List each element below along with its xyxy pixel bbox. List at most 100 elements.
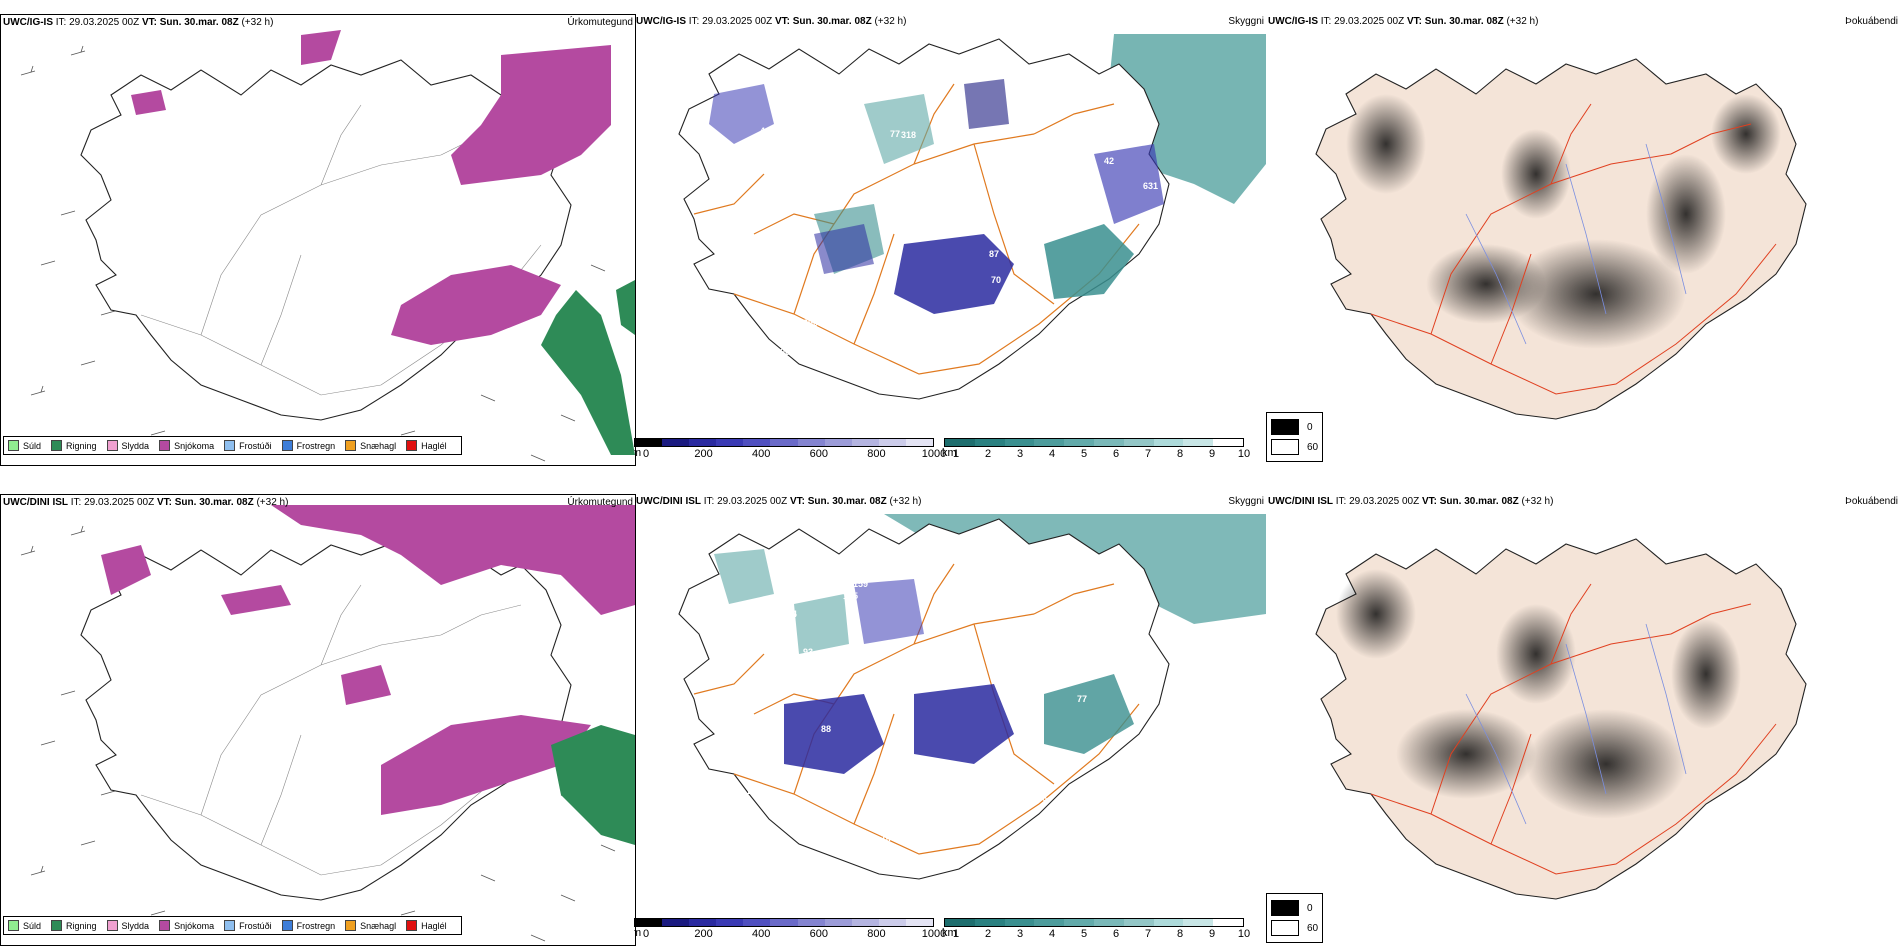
cloudbase-unit: m (634, 447, 642, 459)
colorbar-tick: 1000 (921, 448, 947, 460)
cloud-base-label: 70 (936, 358, 946, 368)
colorbar-cell (878, 439, 906, 446)
cloud-base-label: 105 (844, 793, 859, 803)
cloud-base-label: 316 (969, 573, 984, 583)
cloud-base-label: 20 (1020, 645, 1030, 655)
colorbar-cell (1213, 919, 1243, 926)
colorbar-cell (945, 919, 975, 926)
cloudbase-colorbar-row1: 0 200 400 600 800 1000 m (634, 438, 946, 460)
legend-swatch (8, 920, 19, 931)
colorbar-cell (770, 439, 798, 446)
colorbar-cell (662, 439, 690, 446)
cloud-base-label: 93 (803, 647, 813, 657)
legend-item-rigning: Rigning (51, 920, 97, 931)
rivers (1465, 623, 1687, 825)
cloud-base-label: 147 (881, 833, 896, 843)
legend-swatch (224, 920, 236, 931)
cloud-base-label: 29 (814, 130, 824, 140)
colorbar-cell (1123, 439, 1154, 446)
cloud-base-label: 87 (989, 249, 999, 259)
colorbar-cell (1093, 439, 1124, 446)
precip-panel-row2: UWC/DINI ISL IT: 29.03.2025 00Z VT: Sun.… (0, 494, 636, 946)
colorbar-tick: 5 (1080, 928, 1088, 940)
fog-legend-swatch (1271, 419, 1299, 435)
cloud-base-label: 647 (1104, 116, 1119, 126)
cloudbase-colorbar-row2: 0 200 400 600 800 1000 m (634, 918, 946, 940)
cloud-base-label: 77 (1077, 694, 1087, 704)
colorbar-cell (1183, 919, 1214, 926)
legend-swatch (106, 920, 118, 931)
colorbar-cell (635, 919, 663, 926)
colorbar-cell (635, 439, 663, 446)
legend-item-snaehagl: Snæhagl (345, 920, 396, 931)
precip-legend-row1: Súld Rigning Slydda Snjókoma Frostúði Fr… (3, 436, 462, 455)
cloud-base-label: 196 (1088, 669, 1103, 679)
colorbar-cell (945, 439, 975, 446)
colorbar-cell (1034, 439, 1065, 446)
colorbar-cell (689, 439, 717, 446)
colorbar-tick: 9 (1208, 448, 1216, 460)
cloud-base-label: 33 (892, 189, 902, 199)
cloudbase-ticks: 0 200 400 600 800 1000 (634, 448, 946, 460)
cloud-base-label: 327 (1077, 781, 1092, 791)
snow-areas (101, 505, 635, 815)
fog-title-row2: UWC/DINI ISL IT: 29.03.2025 00Z VT: Sun.… (1268, 496, 1554, 507)
cloud-base-label: 637 (754, 190, 769, 200)
colorbar-tick: 0 (642, 448, 650, 460)
low-cloud-areas (709, 79, 1164, 314)
colorbar-tick: 600 (809, 448, 828, 460)
cloud-base-label: 149 (1024, 678, 1039, 688)
precip-legend-row2: Súld Rigning Slydda Snjókoma Frostúði Fr… (3, 916, 462, 935)
colorbar-cell (824, 919, 852, 926)
colorbar-tick: 10 (1237, 448, 1251, 460)
colorbar-tick: 7 (1144, 448, 1152, 460)
colorbar-cell (689, 919, 717, 926)
colorbar-cell (1153, 919, 1184, 926)
colorbar-cell (716, 919, 744, 926)
visibility-colorbar-row2: 1 2 3 4 5 6 7 8 9 10 km (942, 918, 1250, 940)
legend-item-snaehagl: Snæhagl (345, 440, 396, 451)
colorbar-cell (743, 439, 771, 446)
legend-swatch (345, 920, 357, 931)
legend-item-frostregn: Frostregn (281, 440, 335, 451)
colorbar-cell (905, 919, 934, 926)
precip-variable-row1: Úrkomutegund (567, 17, 633, 28)
cloud-variable-row2: Skyggni (1228, 496, 1264, 507)
fog-shading (1336, 569, 1741, 819)
precip-title-row2: UWC/DINI ISL IT: 29.03.2025 00Z VT: Sun.… (3, 497, 289, 508)
visibility-unit: km (942, 927, 957, 939)
legend-item-snjokoma: Snjókoma (159, 440, 214, 451)
legend-swatch (51, 440, 63, 451)
colorbar-tick: 4 (1048, 928, 1056, 940)
cloud-base-label: 70 (848, 837, 858, 847)
cloud-title-row1: UWC/IG-IS IT: 29.03.2025 00Z VT: Sun. 30… (636, 16, 907, 27)
legend-swatch (51, 920, 63, 931)
legend-swatch (224, 440, 236, 451)
legend-swatch (406, 920, 418, 931)
cloud-base-label: 100 (775, 347, 790, 357)
fog-legend-item: 60 (1271, 437, 1318, 457)
cloud-base-label: 8 (1121, 669, 1126, 679)
cloud-base-label: 42 (1104, 156, 1114, 166)
cloudbase-cells (634, 438, 934, 447)
precip-map-row1 (20, 30, 635, 462)
colorbar-tick: 9 (1208, 928, 1216, 940)
precip-panel-row1: UWC/IG-IS IT: 29.03.2025 00Z VT: Sun. 30… (0, 14, 636, 466)
cloud-map-row1: 369 637 647 292 84 100 77 79 100 70 130 290 318 230 81… (678, 34, 1266, 400)
legend-swatch (406, 440, 418, 451)
cloud-base-label: 6 (1064, 342, 1069, 352)
cloud-base-label: 42 (1017, 247, 1027, 257)
legend-item-sudl: Súld (8, 440, 41, 451)
legend-item-hagel: Haglél (406, 440, 447, 451)
colorbar-cell (878, 919, 906, 926)
colorbar-cell (1093, 919, 1124, 926)
cloud-base-label: 90 (1085, 662, 1095, 672)
cloud-base-label: 230 (956, 178, 971, 188)
cloud-base-label: 96 (1037, 793, 1047, 803)
roads (693, 83, 1140, 375)
colorbar-tick: 3 (1016, 928, 1024, 940)
colorbar-tick: 200 (694, 448, 713, 460)
colorbar-cell (851, 919, 879, 926)
roads (1370, 103, 1777, 395)
cloud-base-label: 310 (914, 779, 929, 789)
